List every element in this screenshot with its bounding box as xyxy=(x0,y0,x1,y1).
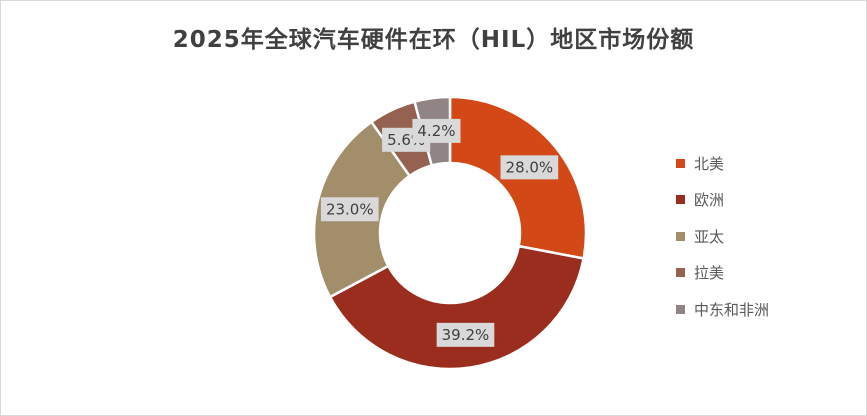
chart-title: 2025年全球汽车硬件在环（HIL）地区市场份额 xyxy=(172,27,695,53)
svg-text:28.0%: 28.0% xyxy=(506,158,554,176)
legend-swatch xyxy=(676,304,685,314)
legend-swatch xyxy=(676,195,685,205)
data-label-1: 39.2% xyxy=(436,322,495,347)
svg-text:23.0%: 23.0% xyxy=(326,200,374,218)
legend-label: 拉美 xyxy=(694,264,725,283)
data-label-0: 28.0% xyxy=(500,155,559,180)
legend-swatch xyxy=(676,268,685,278)
legend-item: 北美 xyxy=(676,145,769,182)
data-label-box xyxy=(436,322,495,347)
legend-item: 中东和非洲 xyxy=(676,291,769,328)
data-label-box xyxy=(500,155,559,180)
legend-item: 亚太 xyxy=(676,218,769,255)
legend-label: 中东和非洲 xyxy=(694,300,770,319)
legend-label: 亚太 xyxy=(694,227,725,246)
svg-text:39.2%: 39.2% xyxy=(442,326,490,344)
legend-swatch xyxy=(676,158,685,168)
data-label-4: 4.2% xyxy=(412,118,461,143)
data-label-box xyxy=(320,197,379,222)
data-label-2: 23.0% xyxy=(320,197,379,222)
legend-label: 欧洲 xyxy=(694,191,725,210)
legend-swatch xyxy=(676,231,685,241)
legend-item: 欧洲 xyxy=(676,182,769,219)
svg-text:4.2%: 4.2% xyxy=(417,122,455,140)
legend-label: 北美 xyxy=(694,154,725,173)
data-label-box xyxy=(412,118,461,143)
slice-1 xyxy=(328,244,586,371)
legend-item: 拉美 xyxy=(676,255,769,292)
legend: 北美欧洲亚太拉美中东和非洲 xyxy=(676,145,769,328)
